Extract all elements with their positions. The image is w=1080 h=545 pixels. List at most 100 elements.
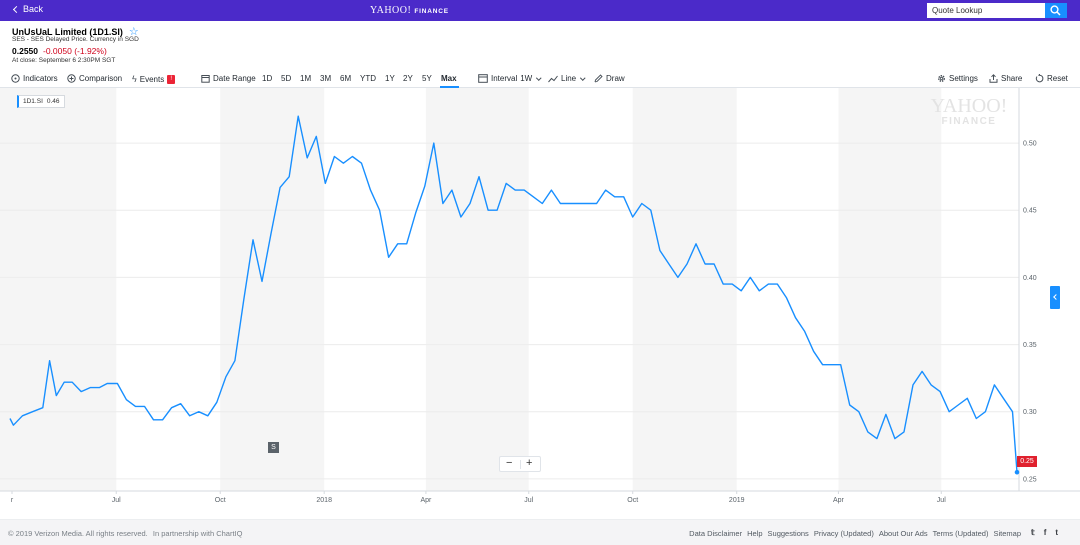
chevron-left-icon	[1052, 294, 1059, 300]
price-point	[848, 403, 851, 406]
quarter-band	[425, 88, 529, 491]
events-button[interactable]: ϟ Events !	[132, 74, 176, 84]
price-point	[586, 202, 589, 205]
footer-link-sitemap[interactable]: Sitemap	[993, 529, 1021, 538]
twitter-icon[interactable]: 𝕥	[1031, 528, 1035, 537]
price-point	[12, 424, 15, 427]
footer-links: Data Disclaimer Help Suggestions Privacy…	[689, 529, 1021, 538]
footer-link-suggestions[interactable]: Suggestions	[767, 529, 809, 538]
split-event-marker[interactable]: S	[268, 442, 279, 453]
price-point	[532, 195, 535, 198]
range-5d[interactable]: 5D	[281, 74, 292, 83]
draw-button[interactable]: Draw	[594, 74, 625, 83]
price-point	[640, 202, 643, 205]
quote-close-time: At close: September 6 2:30PM SGT	[12, 57, 116, 64]
quote-exchange-info: SES - SES Delayed Price. Currency in SGD	[12, 36, 139, 43]
price-point	[1011, 410, 1014, 413]
price-point	[550, 188, 553, 191]
price-point	[505, 182, 508, 185]
x-tick-label: Jul	[937, 497, 946, 504]
price-point	[161, 418, 164, 421]
price-point	[269, 231, 272, 234]
chart-type-dropdown[interactable]: Line	[548, 74, 586, 83]
indicators-button[interactable]: Indicators	[11, 74, 58, 83]
price-point	[80, 390, 83, 393]
range-6m[interactable]: 6M	[340, 74, 352, 83]
price-point	[731, 283, 734, 286]
date-range-button[interactable]: Date Range	[201, 74, 256, 83]
range-1d[interactable]: 1D	[262, 74, 273, 83]
chart-toolbar: Indicators Comparison ϟ Events ! Date Ra…	[0, 71, 1080, 88]
calendar-icon	[201, 75, 210, 83]
price-point	[812, 350, 815, 353]
range-ytd[interactable]: YTD	[360, 74, 376, 83]
range-3m[interactable]: 3M	[320, 74, 332, 83]
price-point	[351, 155, 354, 158]
price-point	[170, 406, 173, 409]
price-point	[414, 211, 417, 214]
star-icon[interactable]: ☆	[128, 26, 139, 38]
share-button[interactable]: Share	[989, 74, 1022, 83]
footer-link-terms[interactable]: Terms (Updated)	[932, 529, 989, 538]
quarter-band	[632, 88, 737, 491]
price-point	[31, 410, 34, 413]
settings-label: Settings	[949, 74, 978, 83]
page-footer: © 2019 Verizon Media. All rights reserve…	[0, 519, 1080, 545]
price-point	[405, 242, 408, 245]
range-2y[interactable]: 2Y	[403, 74, 413, 83]
tumblr-icon[interactable]: t	[1055, 528, 1059, 537]
quote-lookup-input[interactable]	[927, 3, 1045, 18]
footer-link-privacy[interactable]: Privacy (Updated)	[813, 529, 874, 538]
reset-button[interactable]: Reset	[1035, 74, 1068, 83]
yahoo-finance-logo[interactable]: YAHOO! FINANCE	[370, 5, 449, 16]
quote-change: -0.0050 (-1.92%)	[43, 46, 107, 56]
range-5y[interactable]: 5Y	[422, 74, 432, 83]
price-point	[577, 202, 580, 205]
quote-header: UnUsUaL Limited (1D1.SI) ☆	[12, 25, 139, 38]
footer-link-help[interactable]: Help	[747, 529, 763, 538]
footer-link-data-disclaimer[interactable]: Data Disclaimer	[689, 529, 743, 538]
share-label: Share	[1001, 74, 1023, 83]
price-point	[694, 242, 697, 245]
x-tick-label: Oct	[627, 497, 638, 504]
legend-symbol: 1D1.SI	[23, 98, 43, 105]
zoom-in-button[interactable]: +	[526, 457, 533, 469]
price-point	[794, 316, 797, 319]
price-point	[767, 283, 770, 286]
range-1y[interactable]: 1Y	[385, 74, 395, 83]
side-panel-toggle[interactable]	[1050, 286, 1060, 309]
range-1m[interactable]: 1M	[300, 74, 312, 83]
price-point	[866, 430, 869, 433]
reset-label: Reset	[1047, 74, 1068, 83]
settings-button[interactable]: Settings	[937, 74, 978, 83]
period-bands	[0, 88, 942, 491]
back-label: Back	[23, 4, 44, 14]
back-button[interactable]: Back	[12, 4, 44, 14]
price-point	[315, 135, 318, 138]
social-links: 𝕥 f t	[1031, 528, 1058, 537]
chevron-down-icon	[536, 75, 542, 80]
search-icon	[1050, 5, 1061, 16]
price-point	[930, 383, 933, 386]
x-tick-label: 2019	[729, 497, 745, 504]
interval-dropdown[interactable]: Interval 1W	[478, 74, 542, 83]
price-point	[297, 115, 300, 118]
price-point	[342, 162, 345, 165]
chart-legend[interactable]: 1D1.SI 0.46	[17, 95, 65, 108]
price-point	[911, 383, 914, 386]
range-max[interactable]: Max	[441, 74, 457, 83]
price-point	[993, 383, 996, 386]
quarter-band	[220, 88, 325, 491]
y-tick-label: 0.30	[1023, 409, 1037, 416]
zoom-out-button[interactable]: −	[506, 457, 513, 469]
price-point	[722, 283, 725, 286]
comparison-button[interactable]: Comparison	[67, 74, 122, 83]
footer-link-about-ads[interactable]: About Our Ads	[878, 529, 928, 538]
search-button[interactable]	[1045, 3, 1067, 18]
price-point	[604, 188, 607, 191]
facebook-icon[interactable]: f	[1043, 528, 1047, 537]
price-point	[197, 410, 200, 413]
price-point	[360, 162, 363, 165]
price-chart[interactable]: 0.25 0.30 0.35 0.40 0.45 0.50 r Jul Oct 2018 Apr J…	[0, 88, 1080, 519]
y-tick-label: 0.35	[1023, 342, 1037, 349]
